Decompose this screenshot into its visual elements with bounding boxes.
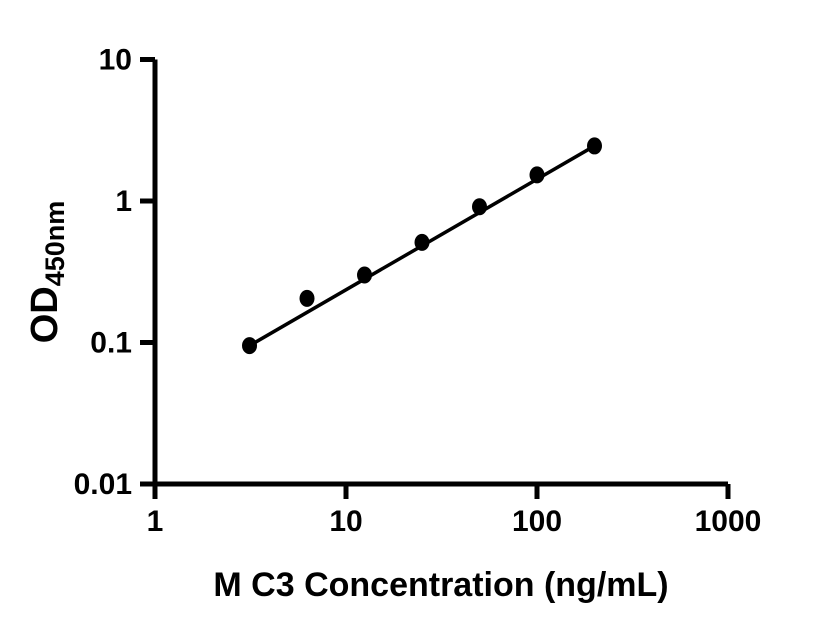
- x-tick-label: 1: [147, 505, 164, 538]
- data-point: [242, 337, 258, 355]
- y-tick-label: 0.1: [90, 327, 132, 360]
- x-axis-title: M C3 Concentration (ng/mL): [213, 566, 668, 604]
- axis-tick-labels: 10 1 0.1 0.01 1 10 100 1000: [74, 44, 762, 539]
- data-point: [414, 233, 430, 251]
- y-axis-title-subscript: 450nm: [40, 201, 70, 287]
- data-point: [357, 266, 373, 284]
- x-tick-label: 1000: [695, 505, 762, 538]
- data-point: [529, 166, 545, 184]
- axes: [152, 59, 728, 487]
- y-tick-label: 1: [115, 185, 132, 218]
- y-tick-label: 10: [99, 44, 132, 77]
- y-axis-title: OD450nm: [24, 201, 70, 344]
- x-tick-label: 10: [329, 505, 362, 538]
- data-point: [299, 289, 315, 307]
- x-tick-label: 100: [512, 505, 562, 538]
- data-point: [586, 137, 602, 155]
- y-axis-title-main: OD: [24, 286, 66, 343]
- data-point: [472, 198, 488, 216]
- axis-ticks: [140, 57, 731, 499]
- axis-spine: [152, 59, 728, 487]
- plot-series: [242, 137, 602, 355]
- y-tick-label: 0.01: [74, 468, 132, 501]
